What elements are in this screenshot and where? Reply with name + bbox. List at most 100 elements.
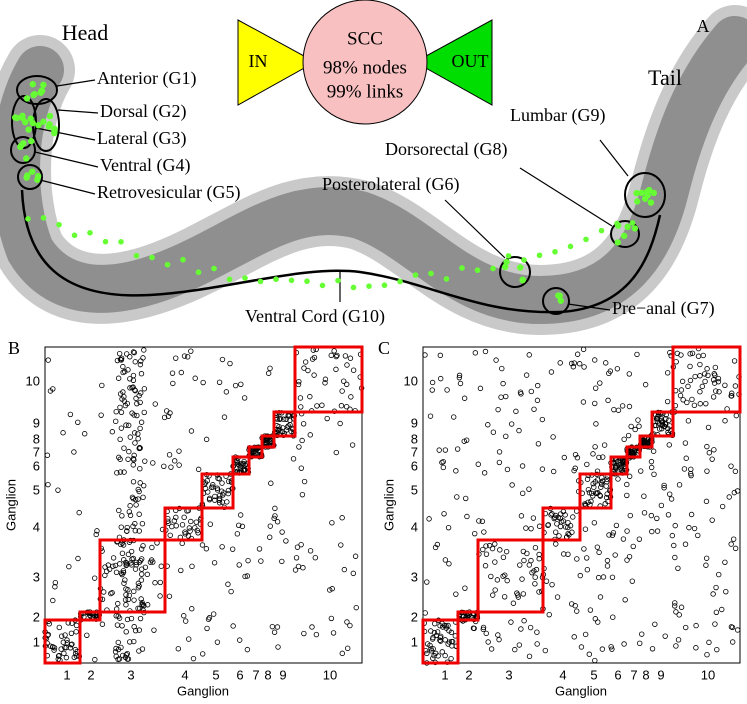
- connection-dot: [334, 352, 340, 359]
- connection-dot: [457, 380, 464, 387]
- connection-dot: [672, 522, 678, 529]
- connection-dot: [682, 541, 689, 547]
- connection-dot: [307, 548, 314, 554]
- connection-dot: [527, 624, 534, 631]
- connection-dot: [127, 354, 133, 360]
- connection-dot: [659, 425, 665, 432]
- neuron: [459, 265, 465, 271]
- connection-dot: [626, 371, 632, 377]
- connection-dot: [666, 442, 672, 448]
- neuron: [34, 176, 41, 183]
- connection-dot: [345, 645, 351, 652]
- connection-dot: [704, 443, 710, 450]
- neuron: [502, 263, 509, 271]
- connection-dot: [636, 536, 643, 542]
- connection-dot: [60, 639, 67, 645]
- connection-dot: [712, 621, 718, 627]
- connection-dot: [523, 372, 530, 378]
- connection-dot: [648, 458, 655, 465]
- connection-dot: [210, 611, 217, 617]
- connection-dot: [629, 578, 635, 584]
- ganglion-block: [650, 410, 675, 438]
- connection-dot: [572, 465, 578, 471]
- connection-dot: [675, 637, 682, 643]
- connection-dot: [265, 370, 272, 376]
- connection-dot: [552, 529, 559, 535]
- connection-dot: [601, 442, 608, 448]
- connection-dot: [622, 597, 628, 603]
- connection-dot: [68, 630, 75, 636]
- connection-dot: [102, 564, 108, 570]
- connection-dot: [188, 348, 194, 354]
- connection-dot: [192, 375, 198, 381]
- connection-dot: [343, 403, 350, 410]
- connection-dot: [582, 526, 589, 532]
- connection-dot: [128, 548, 135, 555]
- connection-dot: [454, 494, 460, 500]
- connection-dot: [626, 403, 633, 410]
- worm: [0, 5, 747, 336]
- connection-dot: [189, 563, 195, 570]
- connection-dot: [297, 395, 304, 401]
- connection-dot: [129, 410, 135, 416]
- connection-dot: [443, 625, 449, 631]
- connection-dot: [722, 559, 728, 566]
- connection-dot: [256, 546, 263, 552]
- neuron: [56, 221, 62, 228]
- neurons: [11, 81, 657, 304]
- label: SCC: [347, 28, 383, 49]
- connection-dot: [132, 528, 139, 534]
- connection-dot: [676, 612, 682, 618]
- connection-dot: [166, 452, 173, 458]
- connection-dot: [182, 618, 189, 624]
- connection-dot: [624, 528, 630, 534]
- connection-dot: [512, 646, 518, 653]
- connection-dot: [624, 492, 630, 499]
- connection-dot: [137, 425, 143, 432]
- connection-dot: [626, 473, 633, 480]
- connection-dot: [586, 651, 593, 657]
- connection-dot: [680, 397, 686, 403]
- x-tick-label: 4: [181, 667, 188, 682]
- connection-dot: [524, 550, 530, 557]
- connection-dot: [528, 388, 535, 395]
- connection-dot: [728, 393, 734, 399]
- connection-dot: [272, 505, 278, 512]
- connection-dot: [671, 542, 677, 549]
- connection-dot: [577, 572, 583, 579]
- x-tick-label: 8: [264, 667, 271, 682]
- connection-dot: [472, 530, 478, 537]
- x-tick-label: 2: [465, 667, 472, 682]
- connection-dot: [72, 646, 79, 653]
- connection-dot: [699, 383, 706, 390]
- neuron: [257, 278, 264, 285]
- connection-dot: [431, 629, 438, 636]
- connection-dot: [535, 441, 542, 447]
- connection-dot: [118, 355, 125, 361]
- connection-dot: [687, 363, 693, 370]
- neuron: [583, 236, 589, 243]
- connection-dot: [338, 403, 345, 409]
- connection-dot: [322, 376, 329, 382]
- connection-dot: [684, 399, 690, 406]
- connection-dot: [165, 413, 172, 419]
- connection-dot: [124, 616, 131, 623]
- connection-dot: [305, 367, 311, 374]
- label: Head: [62, 20, 108, 45]
- connection-dot: [131, 349, 138, 356]
- connection-dot: [161, 414, 168, 421]
- neuron: [474, 267, 481, 273]
- connection-dot: [133, 395, 139, 402]
- connection-dot: [489, 545, 496, 552]
- connection-dot: [170, 380, 176, 387]
- connection-dot: [169, 523, 175, 530]
- neuron: [25, 216, 31, 222]
- connection-dot: [268, 480, 274, 486]
- connection-dot: [612, 552, 618, 558]
- connection-dot: [659, 422, 666, 428]
- connection-dot: [347, 355, 354, 361]
- neuron: [521, 257, 527, 263]
- connection-dot: [195, 466, 202, 473]
- connection-dot: [483, 551, 490, 557]
- connection-dot: [691, 402, 698, 409]
